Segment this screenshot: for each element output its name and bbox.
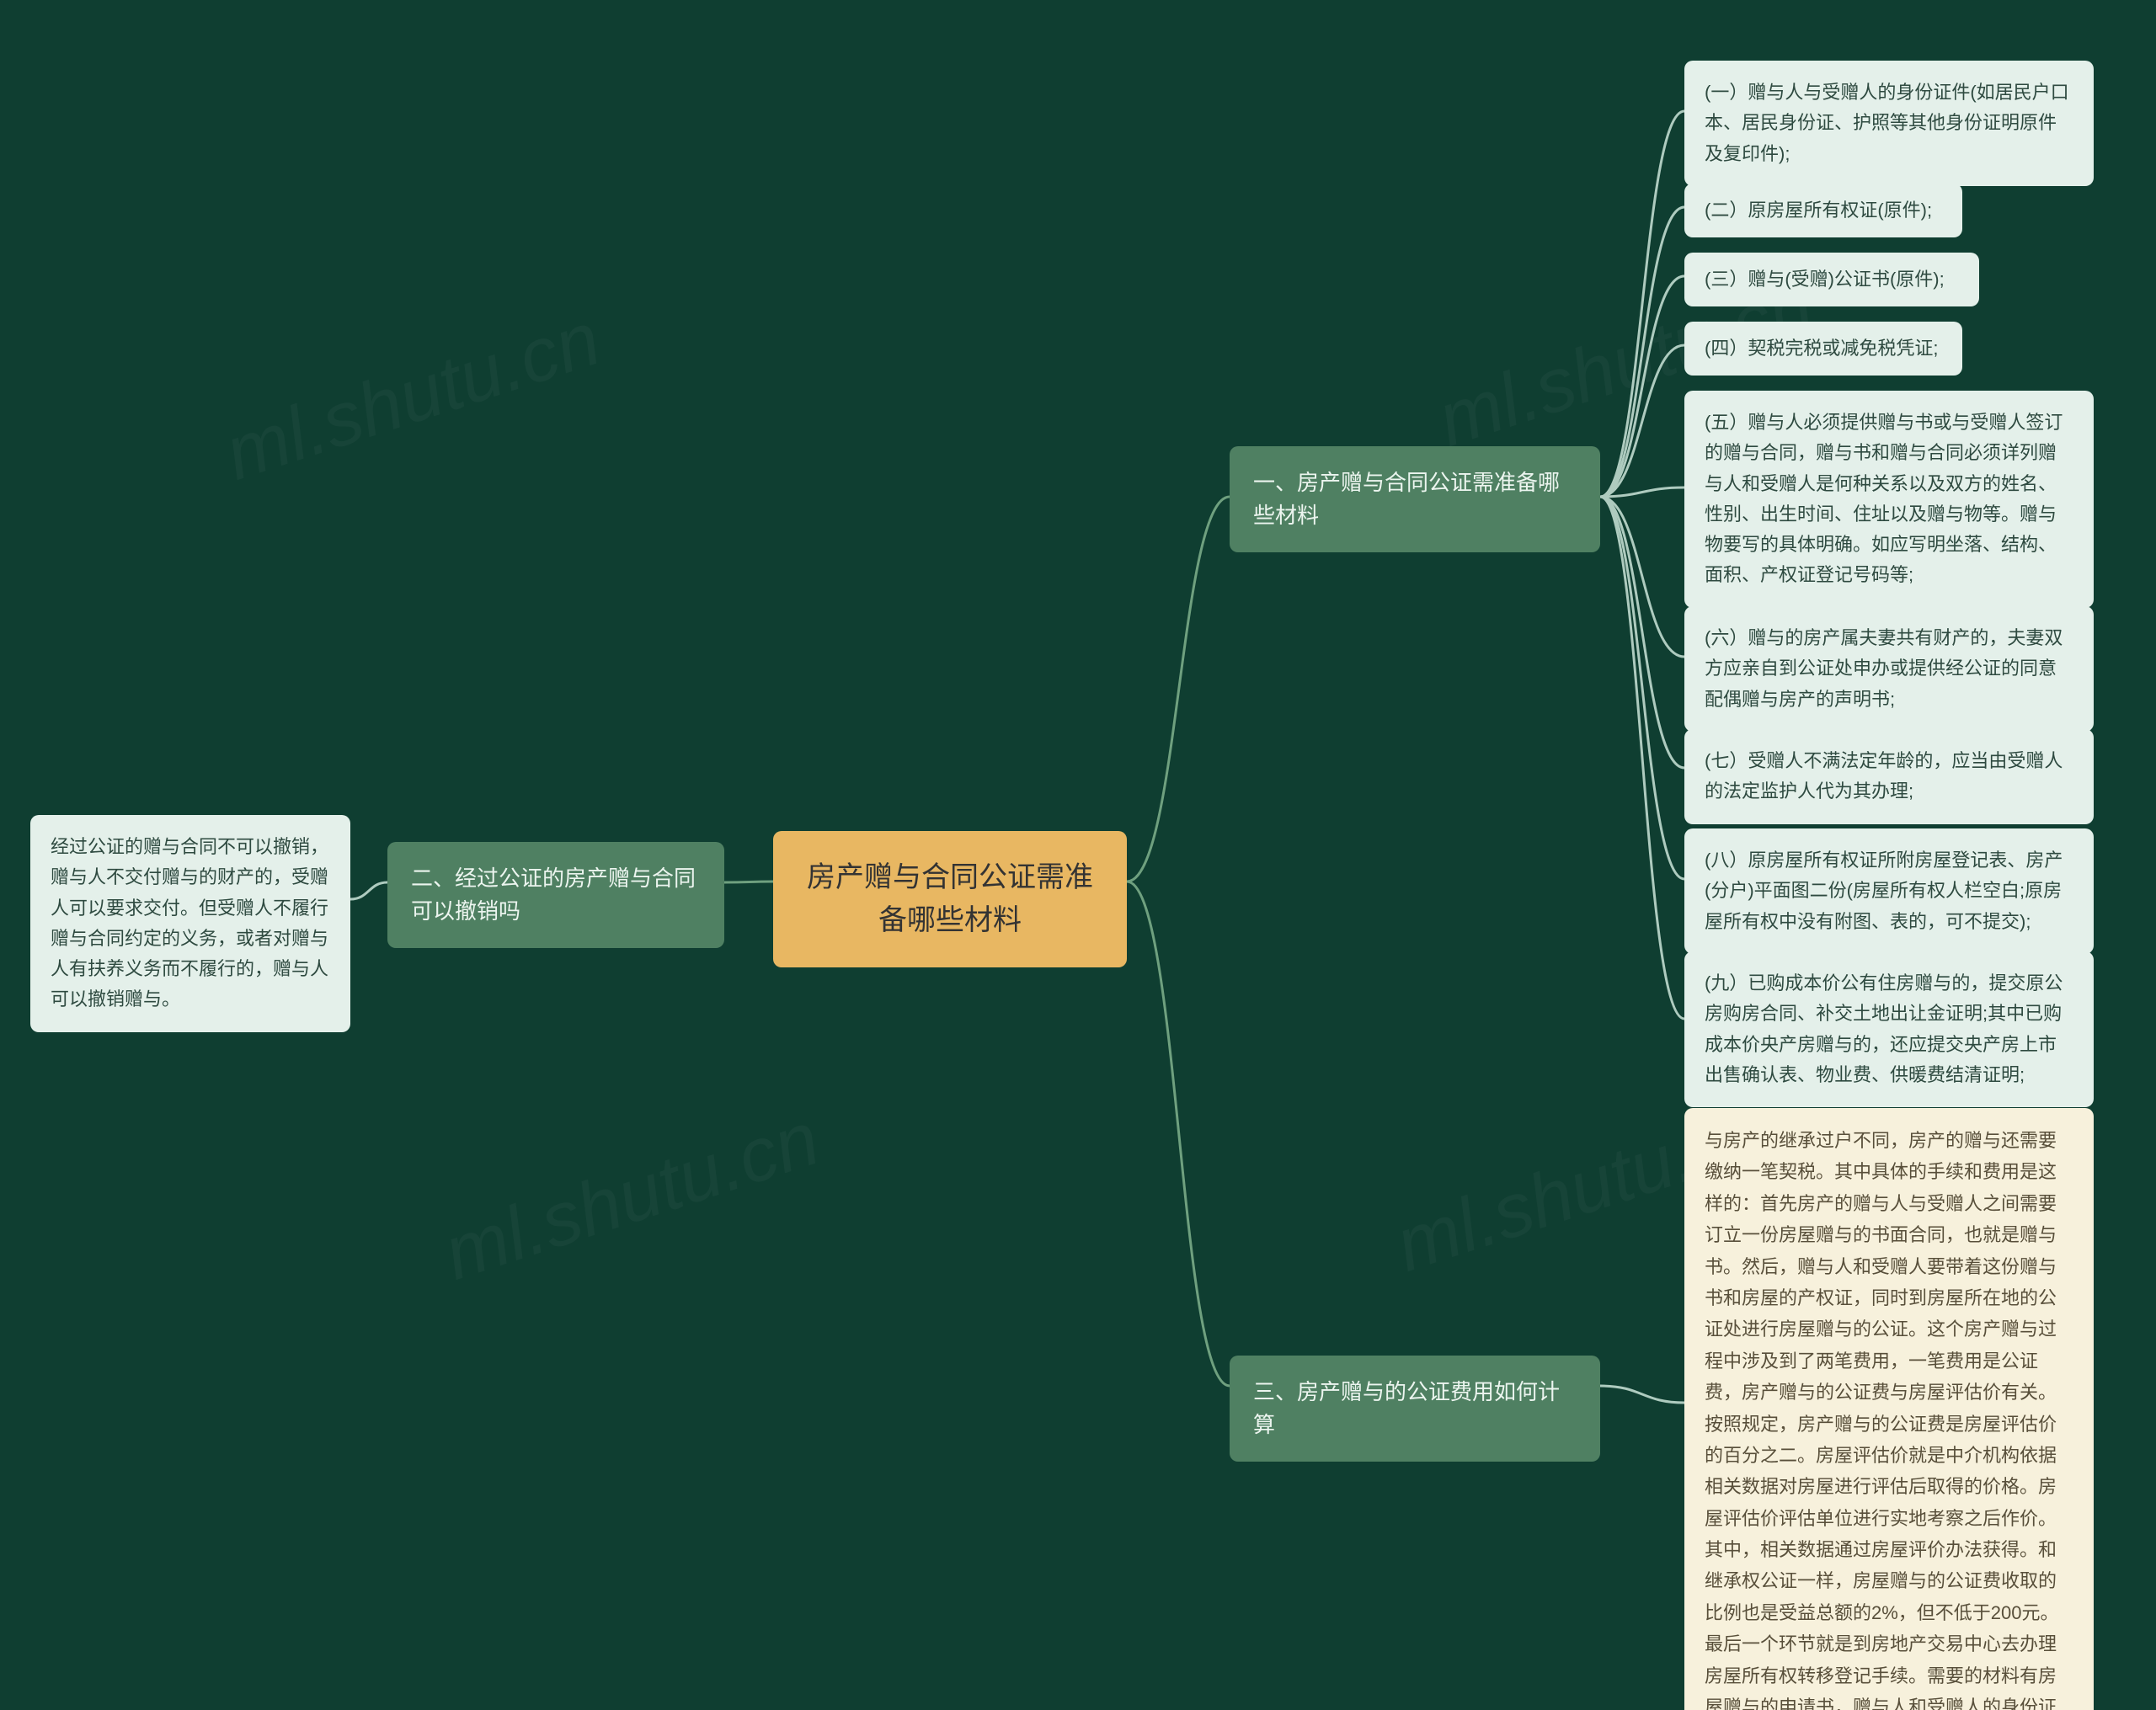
leaf-b3-1: 与房产的继承过户不同，房产的赠与还需要缴纳一笔契税。其中具体的手续和费用是这样的… (1684, 1108, 2094, 1710)
watermark: ml.shutu.cn (215, 296, 611, 498)
leaf-b1-2: (二）原房屋所有权证(原件); (1684, 184, 1962, 237)
watermark: ml.shutu.cn (434, 1095, 830, 1297)
leaf-b1-4: (四）契税完税或减免税凭证; (1684, 322, 1962, 376)
leaf-b1-6: (六）赠与的房产属夫妻共有财产的，夫妻双方应亲自到公证处申办或提供经公证的同意配… (1684, 606, 2094, 732)
leaf-b2-1: 经过公证的赠与合同不可以撤销，赠与人不交付赠与的财产的，受赠人可以要求交付。但受… (30, 815, 350, 1032)
leaf-b1-3: (三）赠与(受赠)公证书(原件); (1684, 253, 1979, 306)
leaf-b1-7: (七）受赠人不满法定年龄的，应当由受赠人的法定监护人代为其办理; (1684, 729, 2094, 824)
leaf-b1-5: (五）赠与人必须提供赠与书或与受赠人签订的赠与合同，赠与书和赠与合同必须详列赠与… (1684, 391, 2094, 608)
root-node: 房产赠与合同公证需准备哪些材料 (773, 831, 1127, 967)
leaf-b1-8: (八）原房屋所有权证所附房屋登记表、房产(分户)平面图二份(房屋所有权人栏空白;… (1684, 828, 2094, 954)
leaf-b1-1: (一）赠与人与受赠人的身份证件(如居民户口本、居民身份证、护照等其他身份证明原件… (1684, 61, 2094, 186)
leaf-b1-9: (九）已购成本价公有住房赠与的，提交原公房购房合同、补交土地出让金证明;其中已购… (1684, 951, 2094, 1107)
branch-revoke: 二、经过公证的房产赠与合同可以撤销吗 (387, 842, 724, 948)
branch-fee: 三、房产赠与的公证费用如何计算 (1230, 1356, 1600, 1462)
branch-materials: 一、房产赠与合同公证需准备哪些材料 (1230, 446, 1600, 552)
